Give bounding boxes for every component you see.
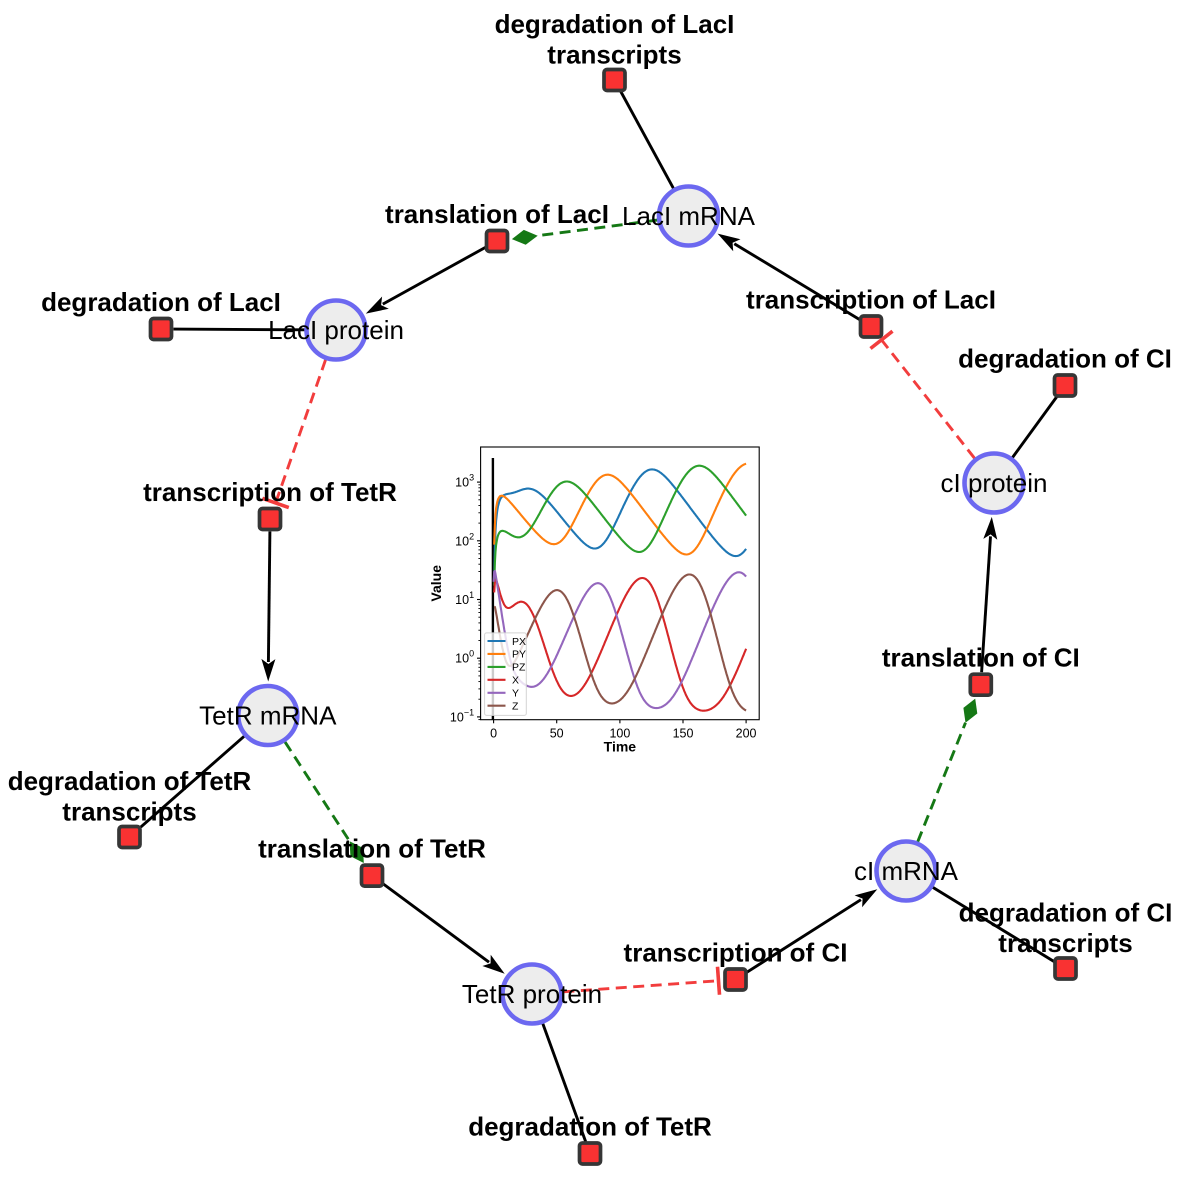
- svg-text:X: X: [512, 675, 519, 687]
- svg-text:translation of TetR: translation of TetR: [258, 834, 486, 864]
- svg-text:150: 150: [673, 727, 694, 741]
- svg-text:degradation of CI: degradation of CI: [958, 344, 1172, 374]
- svg-text:degradation of TetR: degradation of TetR: [8, 766, 252, 796]
- svg-text:0: 0: [490, 727, 497, 741]
- svg-text:50: 50: [550, 727, 564, 741]
- svg-text:degradation of TetR: degradation of TetR: [468, 1112, 712, 1142]
- svg-text:cI protein: cI protein: [941, 468, 1048, 498]
- svg-text:degradation of LacI: degradation of LacI: [495, 9, 735, 39]
- svg-text:LacI mRNA: LacI mRNA: [622, 201, 756, 231]
- svg-text:cI mRNA: cI mRNA: [854, 856, 959, 886]
- svg-text:TetR mRNA: TetR mRNA: [199, 701, 337, 731]
- svg-text:degradation of CI: degradation of CI: [959, 898, 1173, 928]
- svg-text:transcripts: transcripts: [62, 796, 196, 826]
- svg-text:degradation of LacI: degradation of LacI: [41, 287, 281, 317]
- svg-text:PX: PX: [512, 636, 526, 648]
- svg-text:transcripts: transcripts: [547, 39, 681, 69]
- svg-text:translation of LacI: translation of LacI: [385, 199, 609, 229]
- svg-text:Time: Time: [604, 739, 637, 755]
- svg-text:Y: Y: [512, 688, 519, 700]
- svg-text:200: 200: [736, 727, 757, 741]
- svg-text:Value: Value: [428, 565, 444, 602]
- svg-text:100: 100: [609, 727, 630, 741]
- svg-text:transcription of TetR: transcription of TetR: [143, 477, 397, 507]
- svg-text:translation of CI: translation of CI: [882, 643, 1080, 673]
- svg-text:TetR protein: TetR protein: [462, 979, 602, 1009]
- svg-text:transcription of CI: transcription of CI: [624, 938, 848, 968]
- svg-text:transcripts: transcripts: [998, 928, 1132, 958]
- svg-text:PZ: PZ: [512, 662, 526, 674]
- svg-text:transcription of LacI: transcription of LacI: [746, 285, 996, 315]
- svg-text:PY: PY: [512, 649, 526, 661]
- svg-text:LacI protein: LacI protein: [268, 315, 404, 345]
- svg-text:Z: Z: [512, 701, 519, 713]
